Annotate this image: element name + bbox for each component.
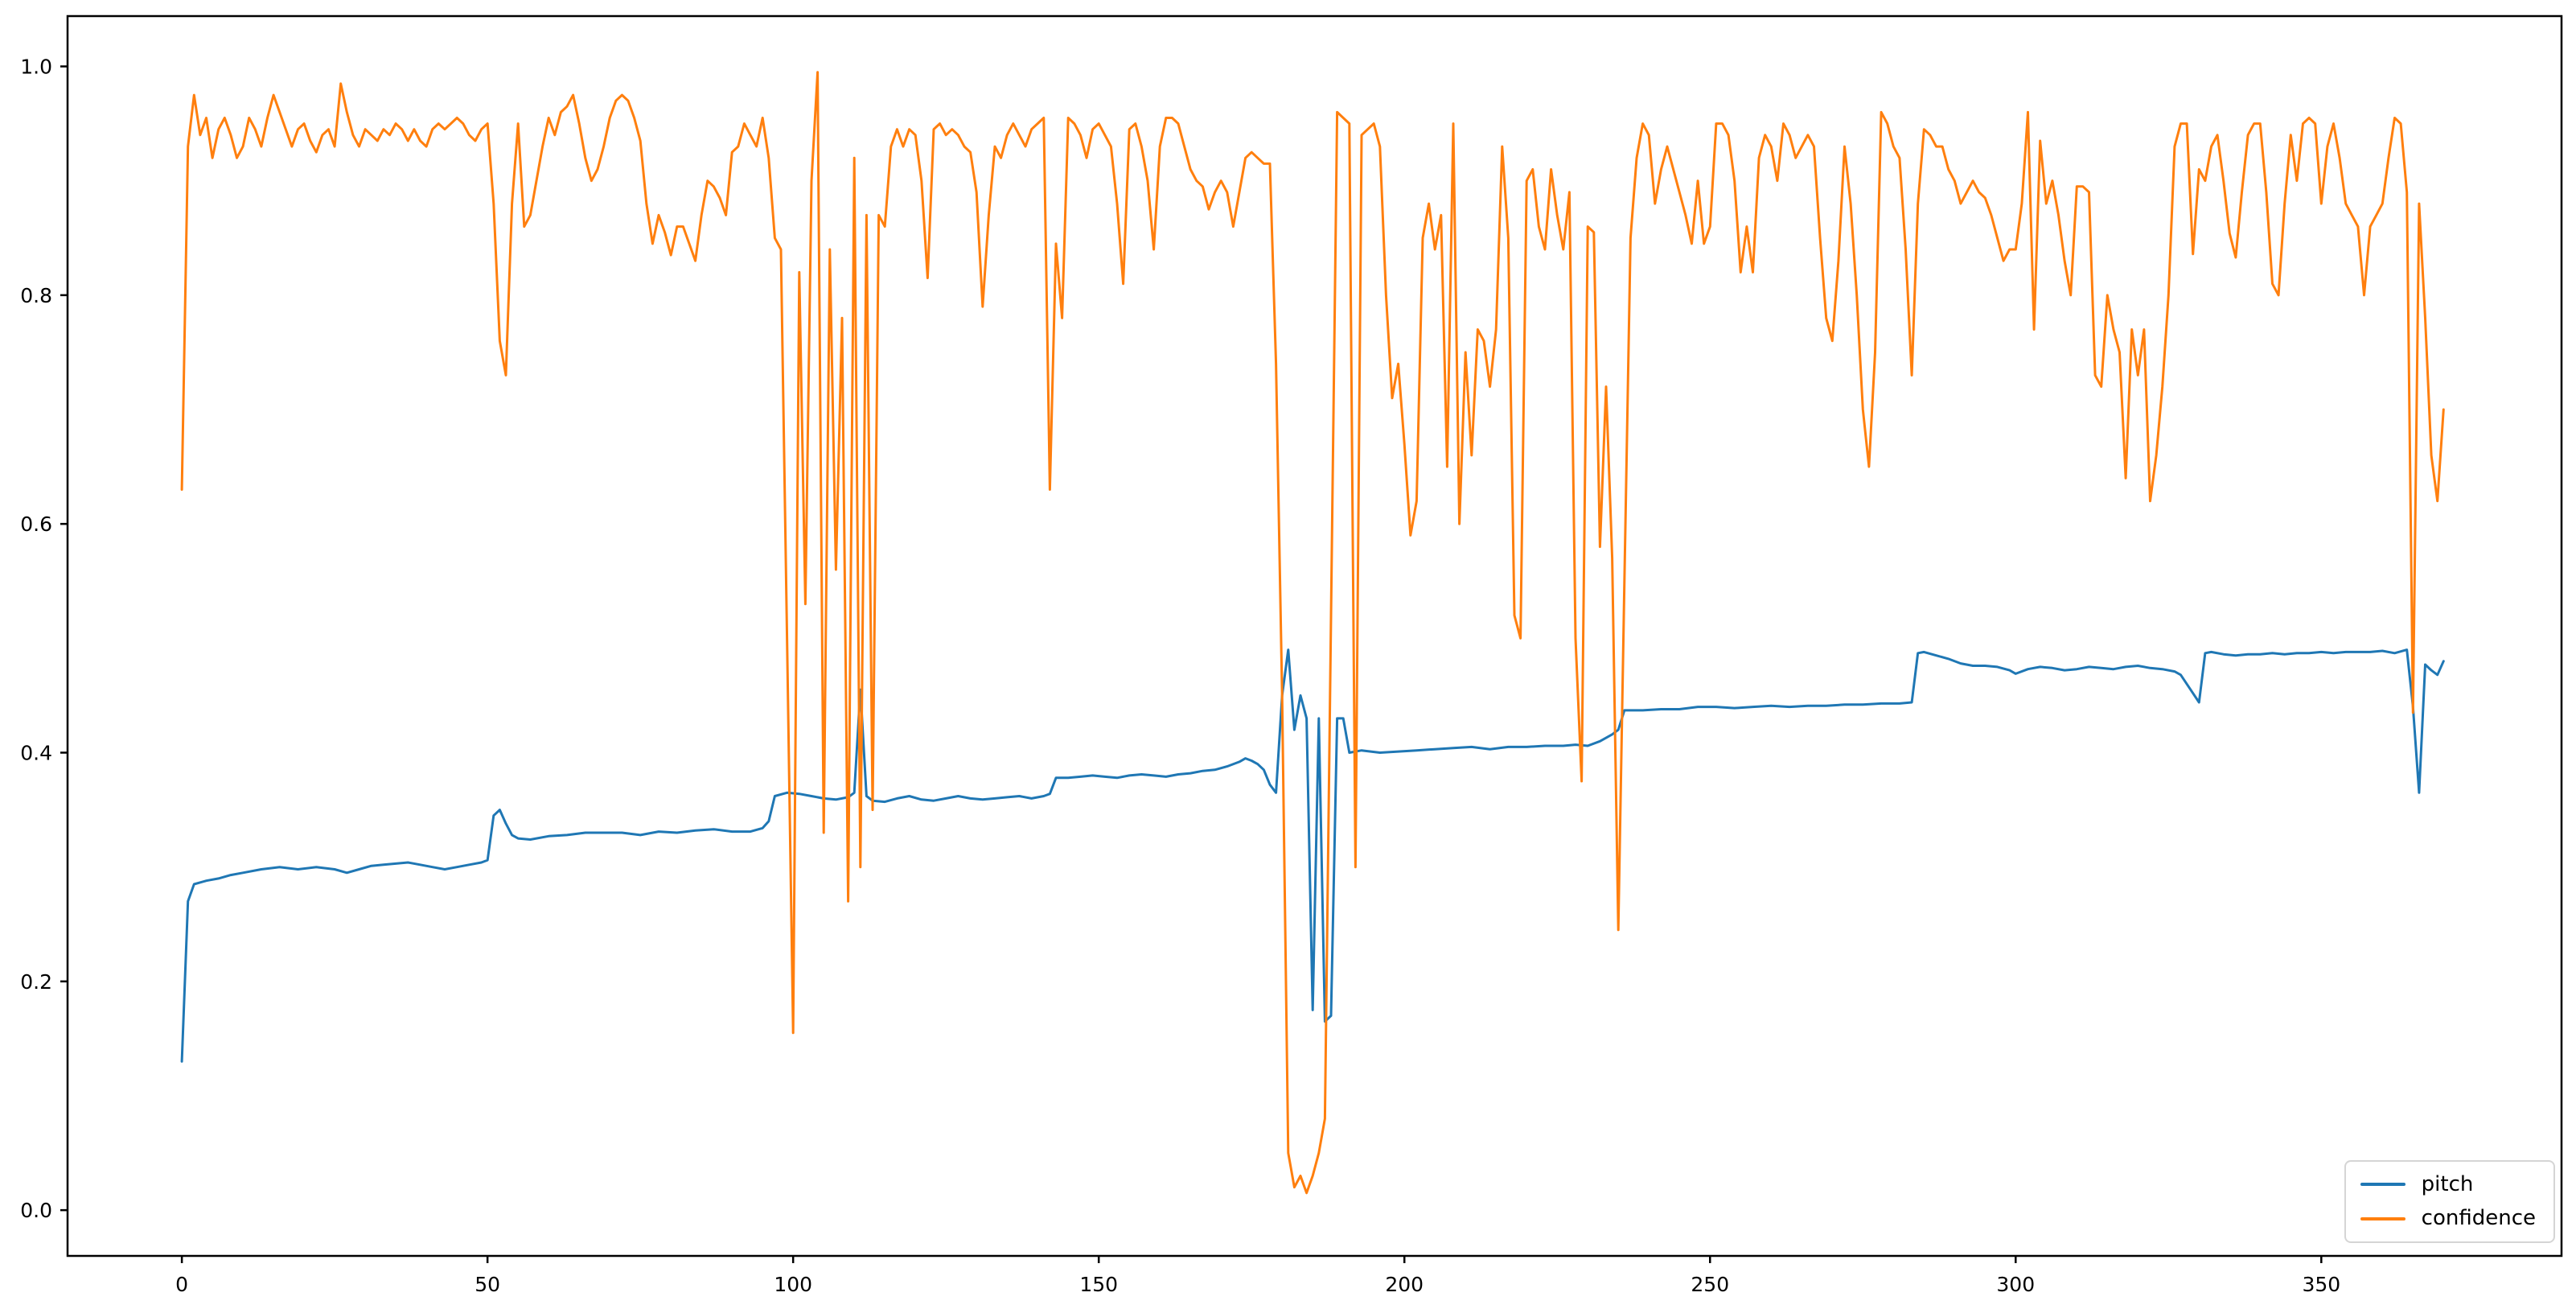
legend-entry-confidence: confidence <box>2360 1207 2536 1230</box>
y-tick-label: 0.2 <box>20 970 52 994</box>
x-tick-label: 200 <box>1385 1273 1424 1296</box>
y-tick-label: 0.6 <box>20 512 52 536</box>
x-tick-label: 300 <box>1996 1273 2035 1296</box>
legend-label-confidence: confidence <box>2421 1206 2536 1231</box>
legend-line-confidence-icon <box>2360 1216 2405 1220</box>
x-tick-label: 100 <box>774 1273 812 1296</box>
pitch-line <box>180 648 2445 1063</box>
plot-frame <box>66 14 2563 1258</box>
x-tick-label: 150 <box>1079 1273 1118 1296</box>
y-tick-label: 1.0 <box>20 56 52 79</box>
legend-entry-pitch: pitch <box>2360 1173 2536 1196</box>
y-tick-label: 0.4 <box>20 742 52 765</box>
x-tick-label: 0 <box>175 1273 188 1296</box>
confidence-line <box>180 71 2445 1195</box>
axis-ticks: 0 50 100 150 200 250 300 350 0.0 0.2 0.4 0.6 0.8 1.0 <box>20 56 2340 1296</box>
x-tick-label: 250 <box>1691 1273 1729 1296</box>
series-lines <box>180 71 2445 1195</box>
x-tick-label: 350 <box>2302 1273 2340 1296</box>
legend-label-pitch: pitch <box>2421 1171 2474 1196</box>
y-tick-label: 0.0 <box>20 1199 52 1222</box>
legend-line-pitch-icon <box>2360 1183 2405 1187</box>
x-tick-label: 50 <box>475 1273 500 1296</box>
y-tick-label: 0.8 <box>20 284 52 307</box>
legend: pitch confidence <box>2344 1159 2555 1243</box>
